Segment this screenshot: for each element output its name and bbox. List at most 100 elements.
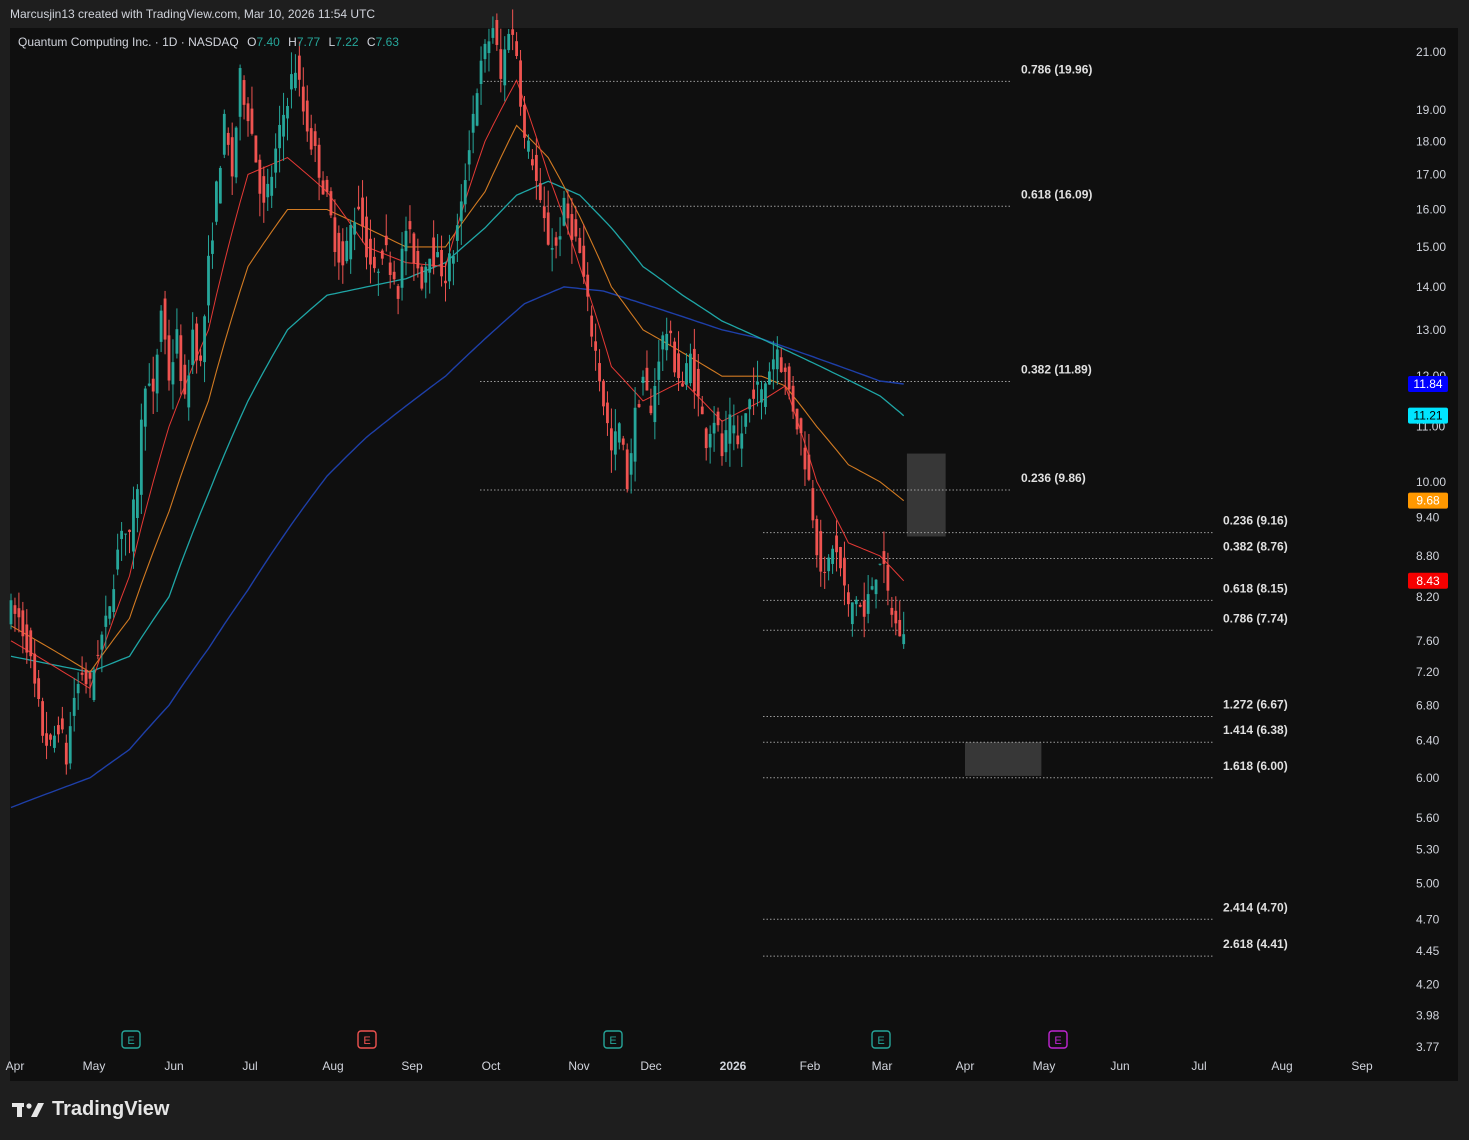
candle-body	[45, 733, 48, 746]
candle-body	[132, 499, 135, 552]
candle-body	[665, 333, 669, 351]
candle-body	[898, 619, 902, 637]
candle-body	[57, 725, 60, 735]
candle-body	[831, 548, 834, 564]
tradingview-logo[interactable]: TradingView	[12, 1098, 169, 1121]
candle-body	[760, 389, 763, 403]
candle-body	[365, 216, 368, 258]
candle-body	[274, 148, 278, 173]
x-tick-label: Jul	[1191, 1059, 1206, 1073]
earnings-icon[interactable]: E	[603, 1030, 623, 1049]
candle-body	[313, 131, 317, 146]
x-tick-label: Jun	[1110, 1059, 1129, 1073]
candle-body	[807, 454, 811, 480]
candle-body	[538, 183, 542, 201]
price-tag-1	[1408, 407, 1448, 424]
price-tag-label-0: 11.84	[1413, 377, 1442, 391]
candle-body	[373, 256, 376, 269]
candle-body	[400, 248, 404, 288]
fib-label-6: 0.618 (8.15)	[1223, 581, 1288, 595]
fib-label-12: 2.618 (4.41)	[1223, 937, 1288, 951]
candle-body	[151, 378, 155, 392]
candle-body	[787, 366, 791, 390]
candle-body	[246, 103, 250, 122]
candle-body	[550, 248, 554, 250]
candle-body	[337, 232, 341, 263]
candle-body	[866, 594, 870, 614]
candle-body	[649, 405, 653, 414]
price-tag-label-1: 11.21	[1413, 409, 1442, 423]
candle-body	[459, 201, 463, 222]
chart-credit: Marcusjin13 created with TradingView.com…	[10, 7, 376, 21]
candle-body	[218, 167, 222, 204]
candle-body	[369, 238, 372, 265]
x-tick-label: Sep	[401, 1059, 423, 1073]
candle-body	[404, 230, 408, 252]
earnings-icon[interactable]: E	[121, 1030, 141, 1049]
y-tick-label: 3.98	[1416, 1009, 1440, 1023]
earnings-icon[interactable]: E	[357, 1030, 377, 1049]
candle-body	[53, 735, 56, 748]
candle-body	[420, 266, 424, 289]
candle-body	[396, 286, 400, 299]
y-tick-label: 17.00	[1416, 167, 1446, 181]
candle-body	[136, 489, 139, 519]
candle-body	[886, 564, 890, 591]
brand-name: TradingView	[52, 1098, 170, 1120]
y-tick-label: 19.00	[1416, 103, 1446, 117]
candle-body	[811, 488, 815, 521]
candle-body	[854, 599, 858, 605]
upcoming-earnings-icon[interactable]: E	[1048, 1030, 1068, 1049]
candle-body	[819, 531, 823, 572]
candle-body	[254, 135, 258, 163]
y-tick-label: 15.00	[1416, 240, 1446, 254]
candle-body	[207, 255, 210, 306]
price-tag-label-2: 9.68	[1416, 494, 1440, 508]
candle-body	[708, 433, 712, 448]
y-tick-label: 8.80	[1416, 549, 1440, 563]
y-tick-label: 13.00	[1416, 323, 1446, 337]
candle-body	[874, 579, 878, 595]
candle-body	[752, 389, 755, 399]
candle-body	[613, 431, 617, 455]
candle-body	[724, 430, 728, 453]
tradingview-logo-icon	[12, 1102, 44, 1117]
candle-body	[621, 438, 625, 445]
chart-area[interactable]	[10, 28, 1458, 1081]
candle-body	[49, 734, 52, 740]
earnings-icon[interactable]: E	[871, 1030, 891, 1049]
candle-body	[199, 355, 202, 361]
candle-body	[139, 419, 143, 495]
candle-body	[791, 385, 795, 412]
candle-body	[582, 245, 586, 277]
price-tag-3	[1408, 572, 1448, 589]
price-tag-2	[1408, 492, 1448, 509]
candle-body	[503, 49, 507, 86]
symbol-name: Quantum Computing Inc. · 1D · NASDAQ	[18, 35, 239, 49]
y-tick-label: 3.77	[1416, 1040, 1440, 1054]
candle-body	[191, 329, 195, 365]
x-tick-label: Jun	[164, 1059, 183, 1073]
candle-body	[80, 672, 84, 675]
candle-body	[282, 114, 285, 137]
candle-body	[862, 600, 866, 617]
candle-body	[147, 383, 151, 386]
candle-body	[858, 604, 862, 607]
x-tick-label: Aug	[322, 1059, 343, 1073]
y-tick-label: 7.60	[1416, 634, 1440, 648]
candle-body	[211, 240, 214, 254]
x-tick-label: Nov	[568, 1059, 589, 1073]
candle-body	[661, 335, 665, 350]
candle-body	[388, 262, 392, 275]
candle-body	[278, 124, 281, 149]
candle-body	[234, 127, 238, 178]
candle-body	[432, 237, 436, 267]
y-tick-label: 8.20	[1416, 590, 1440, 604]
candle-body	[309, 128, 313, 150]
x-tick-label: Aug	[1271, 1059, 1292, 1073]
candle-body	[104, 615, 108, 627]
x-tick-label: Mar	[872, 1059, 893, 1073]
candle-body	[226, 132, 230, 145]
candle-body	[297, 55, 301, 80]
